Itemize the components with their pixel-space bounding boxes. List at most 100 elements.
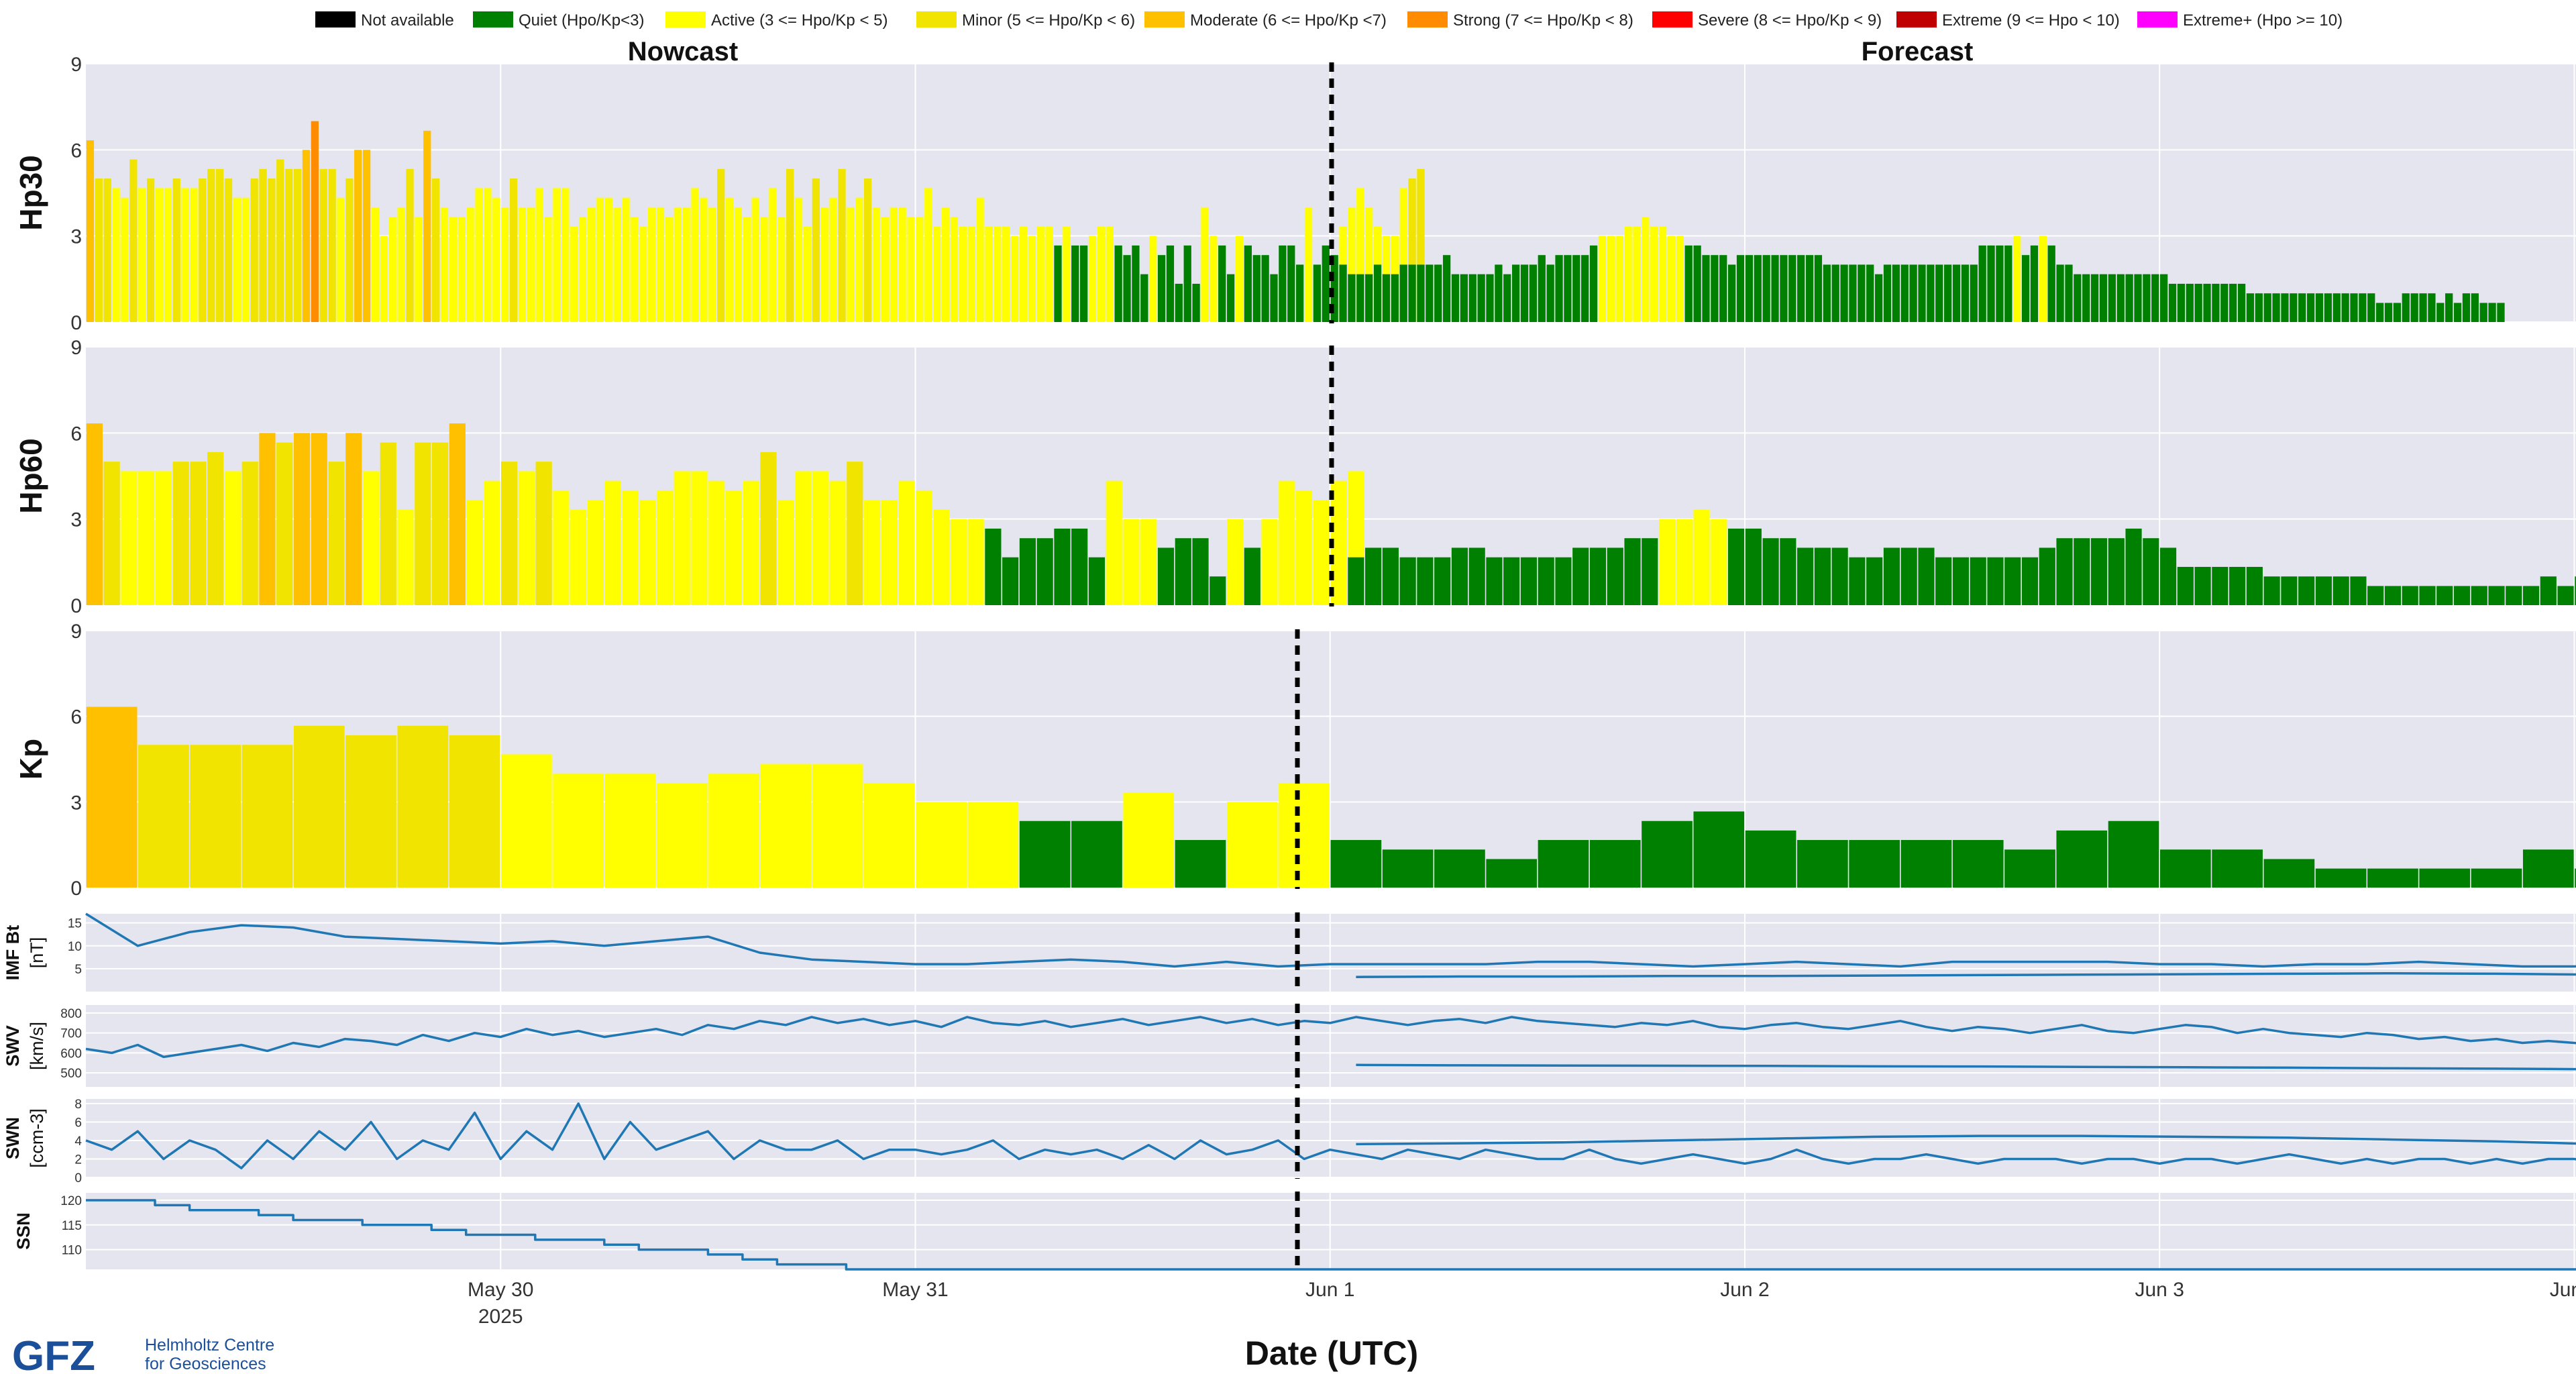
bar (2315, 868, 2367, 888)
bar (1140, 274, 1148, 322)
y-tick-label: 600 (60, 1047, 82, 1061)
bar (2263, 859, 2315, 888)
imf-bt-line (85, 912, 2576, 968)
bar (2134, 274, 2142, 322)
bar (397, 509, 414, 605)
bar (440, 207, 449, 322)
bar (1874, 274, 1883, 322)
bar (1365, 274, 1373, 322)
bar (1287, 245, 1295, 322)
bar (864, 500, 881, 605)
bar (578, 217, 587, 322)
bar (2575, 576, 2576, 605)
legend-label-1: Quiet (Hpo/Kp<3) (519, 11, 644, 30)
bar (2393, 303, 2402, 322)
bar (2160, 547, 2177, 605)
bar (1667, 235, 1676, 322)
bar (1762, 538, 1779, 605)
bar (190, 462, 207, 605)
bar (388, 217, 396, 322)
bar (1304, 207, 1313, 322)
bar (691, 471, 708, 605)
bar (1036, 226, 1044, 322)
bar (2419, 868, 2471, 888)
bar (751, 197, 759, 322)
bar (2090, 538, 2108, 605)
bar (380, 235, 388, 322)
bar (1918, 547, 1935, 605)
bar (881, 217, 890, 322)
bar (2315, 576, 2332, 605)
bar (1399, 264, 1407, 322)
bar (1538, 255, 1546, 322)
bar (1788, 255, 1796, 322)
bar (734, 207, 743, 322)
bar (967, 519, 984, 605)
bar (1417, 264, 1425, 322)
bar (1633, 226, 1641, 322)
bar (397, 207, 405, 322)
bar (1270, 274, 1278, 322)
bar (2246, 293, 2255, 322)
bar (2281, 576, 2298, 605)
legend-label-7: Extreme (9 <= Hpo < 10) (1942, 11, 2120, 30)
y-tick-label: 0 (70, 595, 82, 617)
bar (1417, 168, 1425, 322)
bar (898, 207, 906, 322)
bar (2341, 293, 2349, 322)
bar (354, 150, 362, 323)
bar (1589, 547, 1607, 605)
y-tick-label: 6 (70, 706, 82, 729)
bar (2116, 274, 2125, 322)
bar (1399, 188, 1407, 322)
bar (1797, 547, 1814, 605)
bars (86, 121, 2505, 323)
panel-background (86, 914, 2576, 992)
bar (1520, 264, 1529, 322)
bar (2203, 283, 2211, 322)
bar (458, 217, 466, 322)
bar (2488, 303, 2496, 322)
bar (155, 471, 172, 605)
panel-background (86, 1099, 2576, 1177)
bar (967, 226, 975, 322)
bar (501, 754, 552, 888)
bar (1451, 547, 1468, 605)
bar (1589, 245, 1598, 322)
bar (2359, 293, 2367, 322)
legend-swatch-1 (473, 11, 513, 28)
bar (924, 188, 932, 322)
bar (2090, 274, 2099, 322)
bar (985, 528, 1002, 605)
bar (1607, 547, 1623, 605)
bar (1391, 274, 1399, 322)
legend: Not available Quiet (Hpo/Kp<3) Active (3 <… (315, 11, 2343, 30)
bar (380, 442, 396, 605)
bar (1918, 264, 1926, 322)
panel-hp30: 0 3 6 9 Hp30 (13, 54, 2576, 334)
bar (1555, 255, 1563, 322)
bar (1210, 576, 1226, 605)
bar (881, 500, 898, 605)
bar (1736, 255, 1745, 322)
bar (1900, 547, 1917, 605)
y-axis-units: [km/s] (27, 1022, 47, 1070)
bar (2290, 293, 2298, 322)
bar (544, 217, 552, 322)
bar (1442, 255, 1451, 322)
bar (1831, 264, 1839, 322)
bar (1330, 255, 1338, 322)
bar (1279, 782, 1330, 888)
bar (518, 471, 535, 605)
bar (1745, 255, 1754, 322)
panel-swn: 0 2 4 6 8 SWN [ccm-3] (3, 1098, 2576, 1185)
bar (1356, 274, 1364, 322)
bar (475, 188, 483, 322)
bar (2039, 235, 2047, 322)
bar (2445, 293, 2453, 322)
bar (345, 178, 354, 322)
bar (2471, 586, 2487, 605)
y-tick-label: 6 (70, 140, 82, 162)
bar (820, 207, 828, 322)
gfz-logo-mark: GFZ (12, 1333, 95, 1374)
